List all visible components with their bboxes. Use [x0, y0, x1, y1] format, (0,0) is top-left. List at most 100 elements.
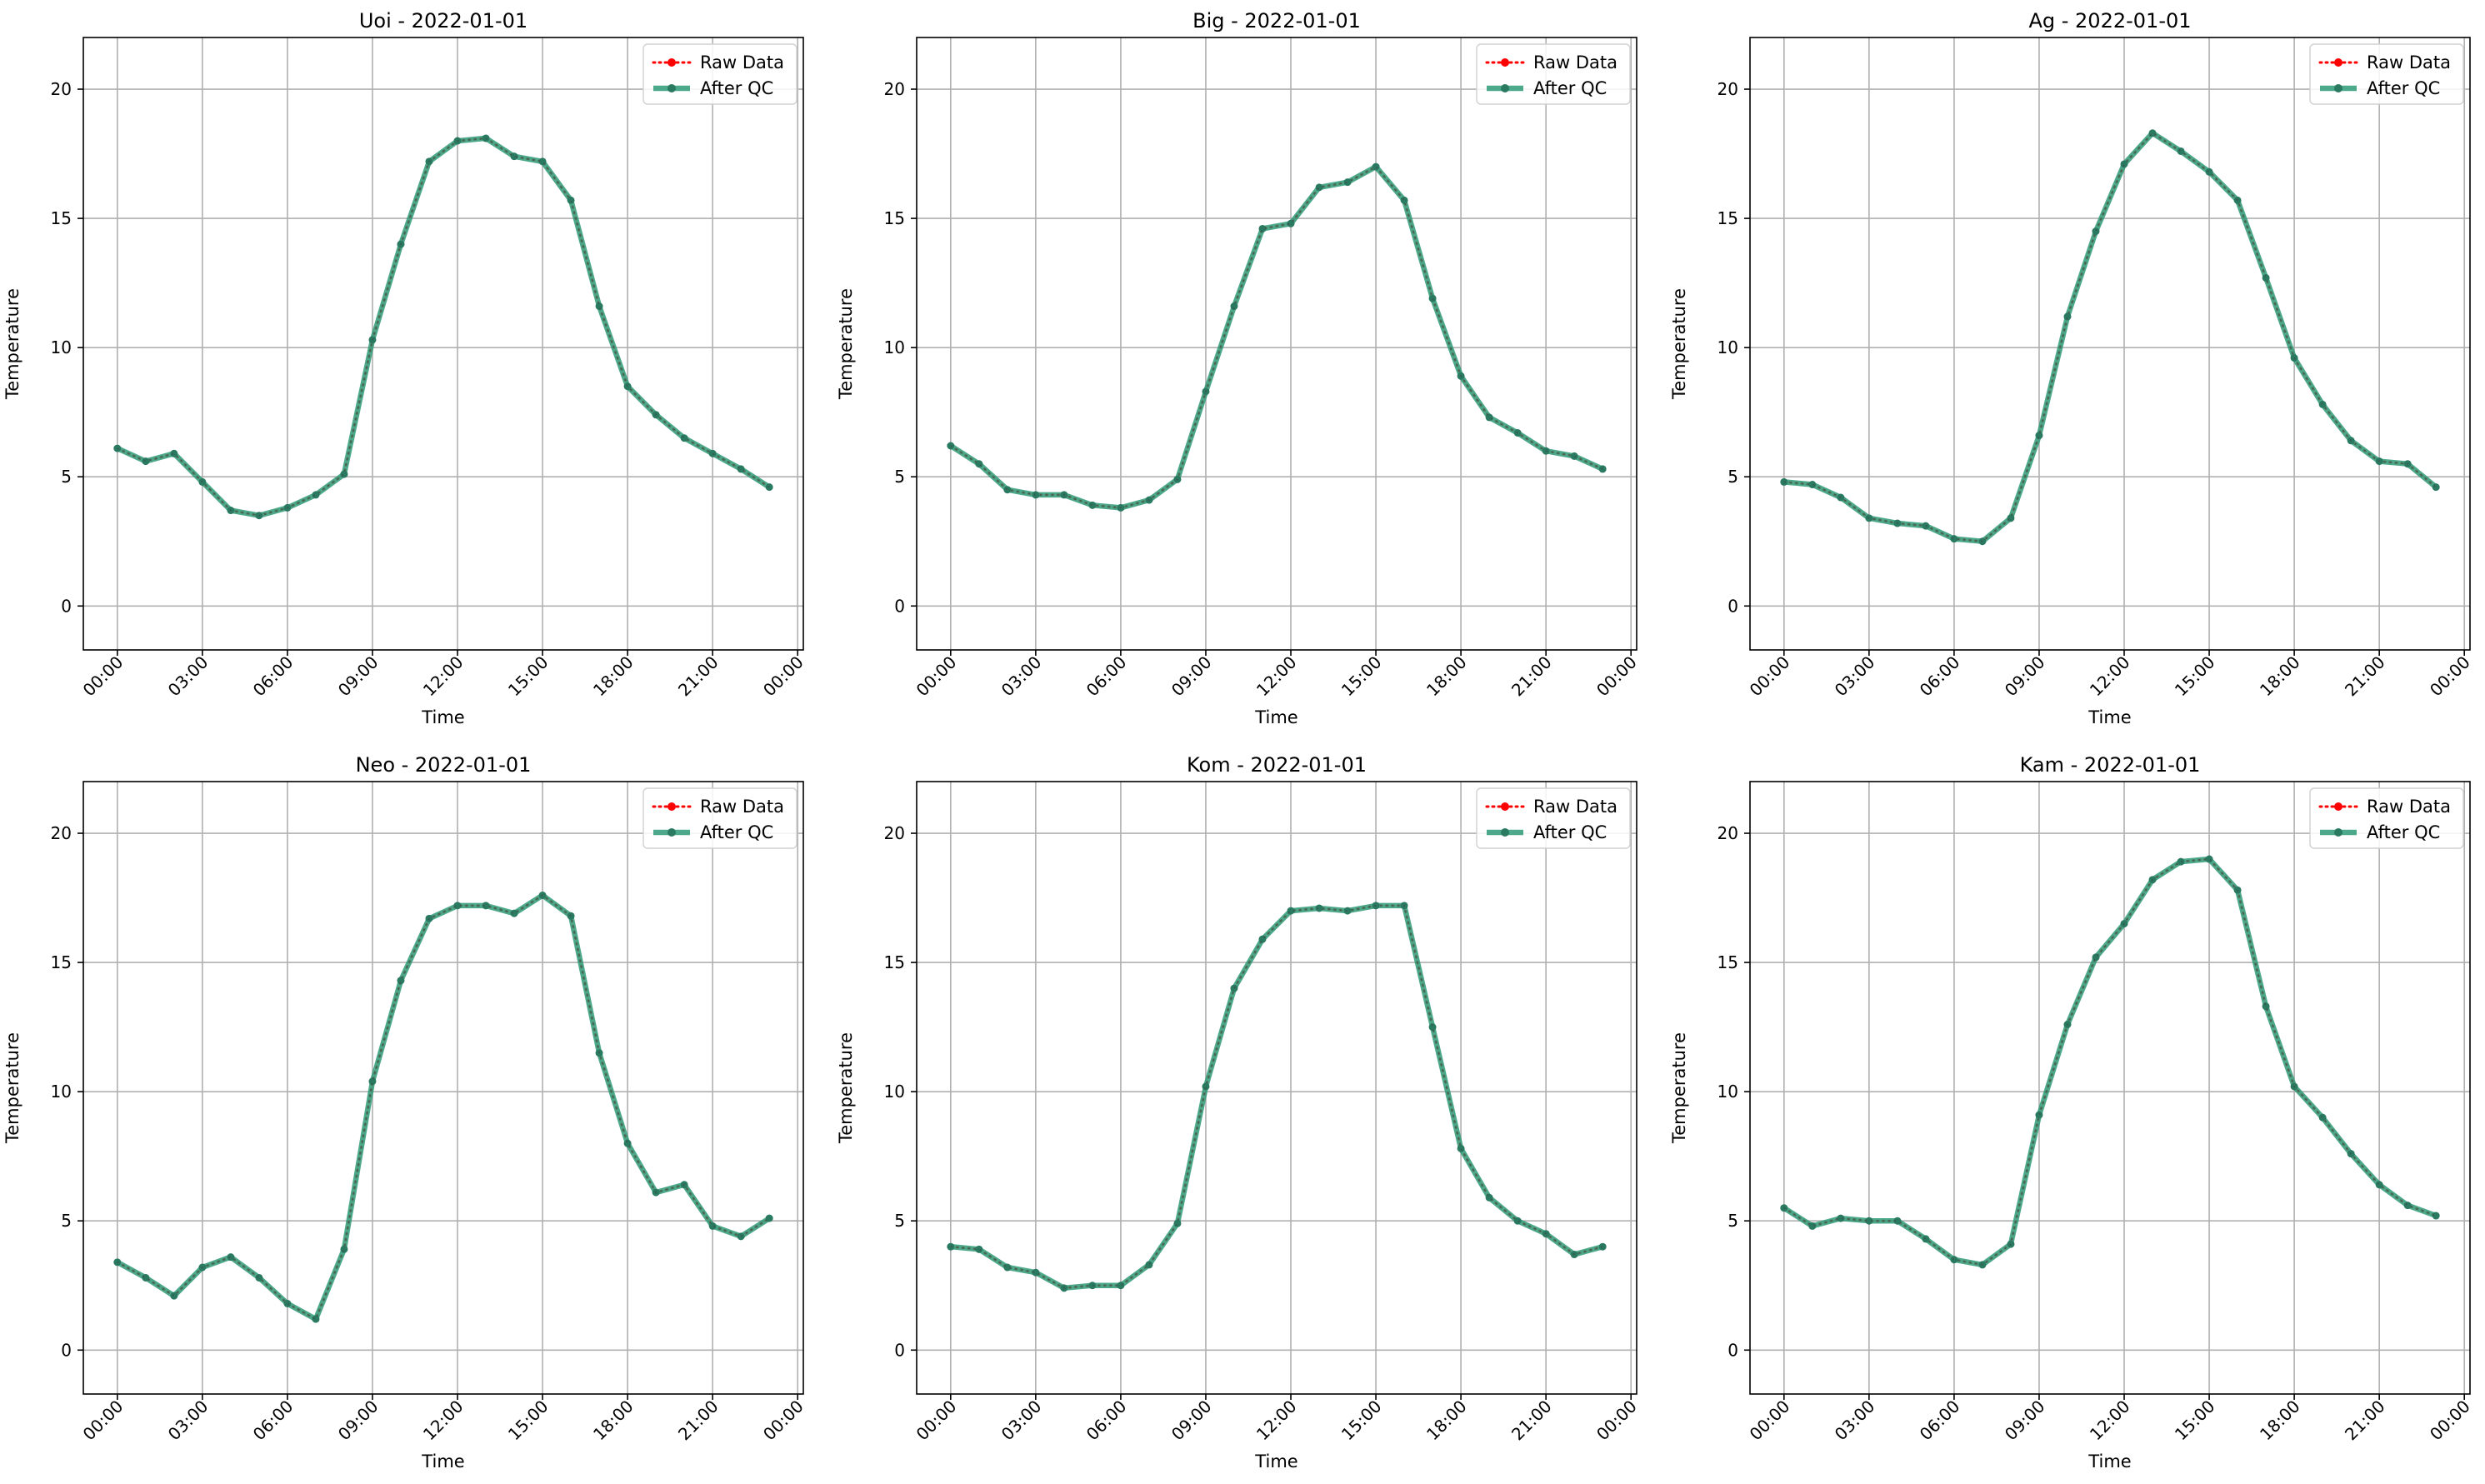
y-axis-label: Temperature — [2, 288, 22, 400]
after-qc-point — [1230, 302, 1238, 311]
after-qc-point — [1400, 196, 1408, 204]
legend-label-raw: Raw Data — [2367, 797, 2451, 817]
x-tick-label: 09:00 — [2001, 1397, 2049, 1445]
legend-qc-marker — [668, 828, 676, 837]
x-tick-label: 00:00 — [1746, 652, 1794, 701]
y-axis-label: Temperature — [836, 1032, 856, 1144]
after-qc-point — [1343, 907, 1352, 915]
x-tick-label: 09:00 — [1168, 1397, 1216, 1445]
x-tick-label: 06:00 — [1082, 1397, 1131, 1445]
chart-title: Uoi - 2022-01-01 — [359, 9, 528, 32]
y-tick-label: 5 — [1728, 1211, 1738, 1231]
x-axis: 00:00 03:00 06:00 09:00 12:00 15:00 18:00 21:00… — [1746, 650, 2474, 700]
x-axis-label: Time — [1254, 707, 1298, 727]
chart-title: Big - 2022-01-01 — [1192, 9, 1361, 32]
y-tick-label: 15 — [884, 208, 905, 228]
after-qc-point — [2035, 432, 2043, 440]
y-tick-label: 10 — [51, 1082, 72, 1102]
after-qc-point — [2007, 514, 2015, 522]
x-tick-label: 15:00 — [1338, 652, 1386, 701]
y-axis-label: Temperature — [1669, 288, 1689, 400]
legend-qc-marker — [1501, 84, 1509, 92]
plot-area — [1750, 37, 2470, 650]
axes-frame — [1749, 781, 2471, 1395]
chart-panel-2: 0 5 10 15 20 00:00 03:00 06:00 09:00 12:00 15:00 18… — [836, 9, 1641, 727]
after-qc-point — [2432, 483, 2440, 492]
x-tick-label: 00:00 — [912, 652, 961, 701]
y-tick-label: 20 — [51, 79, 72, 99]
after-qc-point — [340, 470, 348, 478]
x-axis-label: Time — [2088, 707, 2131, 727]
legend-raw-marker — [2334, 802, 2342, 811]
y-tick-label: 5 — [894, 1211, 905, 1231]
y-tick-label: 20 — [884, 823, 905, 843]
x-tick-label: 00:00 — [759, 652, 808, 701]
legend-qc-marker — [2334, 84, 2342, 92]
x-tick-label: 09:00 — [1168, 652, 1216, 701]
y-tick-label: 5 — [61, 1211, 72, 1231]
legend-qc-marker — [668, 84, 676, 92]
y-tick-label: 10 — [884, 1082, 905, 1102]
y-tick-label: 10 — [1718, 1082, 1738, 1102]
after-qc-point — [170, 449, 178, 457]
after-qc-point — [142, 457, 150, 466]
x-tick-label: 00:00 — [2426, 652, 2474, 701]
y-tick-label: 15 — [1718, 952, 1738, 972]
x-axis-label: Time — [421, 707, 464, 727]
after-qc-point — [2375, 1181, 2383, 1189]
x-tick-label: 03:00 — [1831, 1397, 1879, 1445]
legend-label-qc: After QC — [2367, 822, 2440, 842]
legend-label-qc: After QC — [700, 78, 773, 98]
after-qc-point — [2318, 1113, 2327, 1122]
after-qc-point — [623, 382, 632, 391]
grid — [917, 782, 1637, 1394]
after-qc-point — [510, 152, 518, 161]
axes-frame — [82, 781, 804, 1395]
y-tick-label: 0 — [61, 596, 72, 616]
x-axis-label: Time — [2088, 1452, 2131, 1472]
x-tick-label: 12:00 — [2086, 1397, 2134, 1445]
after-qc-point — [482, 134, 490, 142]
after-qc-point — [255, 1273, 263, 1282]
after-qc-point — [1428, 1023, 1437, 1032]
after-qc-point — [1922, 1235, 1930, 1243]
after-qc-point — [1570, 452, 1578, 460]
y-tick-label: 5 — [61, 467, 72, 487]
x-tick-label: 12:00 — [419, 652, 468, 701]
axes-frame — [916, 781, 1638, 1395]
after-qc-point — [283, 1299, 292, 1307]
after-qc-point — [2092, 953, 2100, 962]
legend-raw-marker — [1501, 58, 1509, 67]
x-tick-label: 21:00 — [674, 652, 722, 701]
legend-label-raw: Raw Data — [700, 797, 784, 817]
after-qc-point — [1315, 904, 1323, 912]
legend: Raw Data After QC — [1476, 787, 1631, 849]
legend-label-qc: After QC — [1533, 78, 1607, 98]
y-tick-label: 15 — [1718, 208, 1738, 228]
x-tick-label: 03:00 — [1831, 652, 1879, 701]
after-qc-point — [2205, 855, 2213, 863]
x-axis: 00:00 03:00 06:00 09:00 12:00 15:00 18:00 21:00… — [912, 1394, 1641, 1444]
after-qc-point — [1372, 162, 1380, 171]
x-tick-label: 18:00 — [1422, 1397, 1471, 1445]
after-qc-point — [708, 1222, 717, 1230]
x-tick-label: 09:00 — [2001, 652, 2049, 701]
legend-qc-marker — [2334, 828, 2342, 837]
after-qc-point — [1117, 1282, 1125, 1290]
after-qc-point — [765, 1214, 773, 1222]
after-qc-point — [340, 1245, 348, 1253]
x-tick-label: 03:00 — [164, 1397, 212, 1445]
y-axis-label: Temperature — [2, 1032, 22, 1144]
x-tick-label: 09:00 — [334, 1397, 382, 1445]
plot-area — [1750, 782, 2470, 1394]
y-axis-label: Temperature — [836, 288, 856, 400]
after-qc-point — [1258, 935, 1267, 943]
legend-label-raw: Raw Data — [1533, 52, 1618, 72]
x-tick-label: 21:00 — [2341, 652, 2389, 701]
after-qc-point — [1343, 178, 1352, 187]
after-qc-point — [2063, 312, 2072, 321]
x-tick-label: 18:00 — [589, 1397, 638, 1445]
after-qc-point — [227, 1253, 235, 1262]
x-tick-label: 03:00 — [998, 652, 1046, 701]
after-qc-point — [2290, 354, 2298, 362]
